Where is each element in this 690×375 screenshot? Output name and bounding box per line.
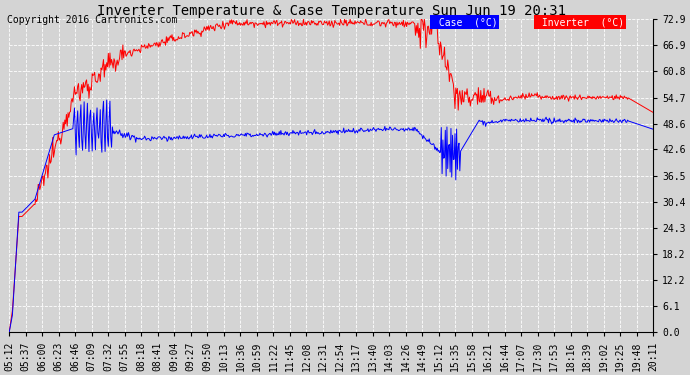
Title: Inverter Temperature & Case Temperature Sun Jun 19 20:31: Inverter Temperature & Case Temperature … [97, 4, 566, 18]
Text: Inverter  (°C): Inverter (°C) [536, 18, 624, 27]
Text: Case  (°C): Case (°C) [433, 18, 497, 27]
Text: Copyright 2016 Cartronics.com: Copyright 2016 Cartronics.com [7, 15, 177, 25]
